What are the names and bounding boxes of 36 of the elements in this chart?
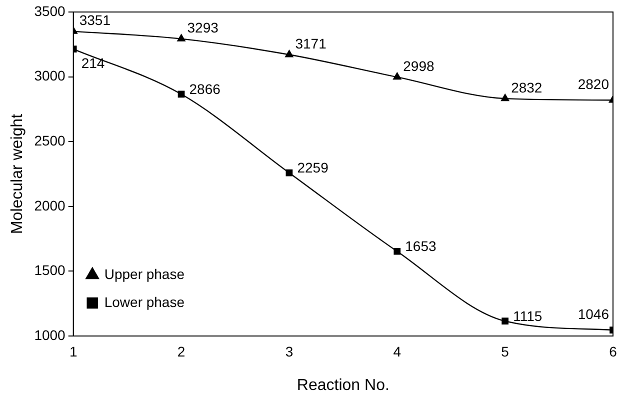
data-label: 2832 (511, 79, 542, 96)
annotation: 214 (81, 54, 105, 71)
legend-label: Upper phase (104, 266, 185, 282)
point (501, 94, 510, 102)
y-tick-label: 2000 (34, 197, 66, 214)
data-label: 2998 (403, 58, 434, 74)
x-tick-label: 1 (69, 343, 78, 360)
x-tick-label: 5 (501, 343, 510, 360)
point (393, 72, 402, 80)
x-tick-label: 3 (285, 343, 294, 360)
data-label: 1653 (405, 238, 436, 254)
point (394, 248, 401, 255)
point (286, 169, 293, 176)
x-axis-title: Reaction No. (296, 376, 390, 394)
y-axis-title: Molecular weight (9, 113, 26, 234)
data-label: 2866 (189, 81, 221, 98)
x-tick-label: 2 (177, 343, 186, 360)
x-tick-label: 6 (609, 343, 618, 360)
legend-label: Lower phase (104, 294, 185, 310)
data-label: 2259 (297, 160, 329, 176)
point (177, 34, 186, 42)
data-label: 3351 (79, 12, 111, 28)
point (502, 318, 508, 325)
y-tick-label: 1000 (34, 326, 66, 343)
data-label: 1046 (578, 306, 610, 322)
data-label: 3293 (187, 20, 219, 36)
y-tick-label: 3500 (34, 2, 66, 19)
data-label: 3171 (295, 36, 327, 52)
data-label: 1115 (513, 308, 542, 324)
data-label: 2820 (578, 76, 610, 92)
x-tick-label: 4 (393, 343, 402, 360)
point (178, 90, 185, 98)
y-tick-label: 3000 (34, 68, 66, 84)
point (285, 50, 294, 58)
y-tick-label: 1500 (34, 262, 66, 278)
y-tick-label: 2500 (34, 132, 66, 148)
